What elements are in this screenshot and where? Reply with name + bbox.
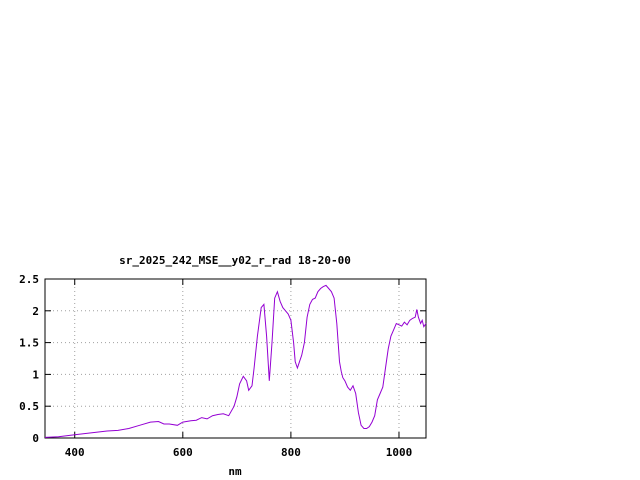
y-tick-label: 2.5	[19, 273, 39, 286]
x-tick-label: 1000	[386, 446, 413, 459]
x-axis-label: nm	[228, 465, 242, 478]
grid	[45, 279, 426, 438]
plot-frame	[44, 278, 427, 439]
y-tick-label: 1.5	[19, 337, 39, 350]
series-line	[44, 284, 427, 438]
x-tick-label: 400	[65, 446, 85, 459]
y-tick-labels: 0 0.5 1 1.5 2 2.5	[19, 273, 39, 445]
y-tick-label: 0	[32, 432, 39, 445]
x-tick-labels: 400 600 800 1000	[65, 446, 412, 459]
axis-ticks	[45, 278, 426, 439]
y-tick-label: 2	[32, 305, 39, 318]
chart-title: sr_2025_242_MSE__y02_r_rad 18-20-00	[119, 254, 351, 267]
x-tick-label: 800	[281, 446, 301, 459]
x-tick-label: 600	[173, 446, 193, 459]
y-tick-label: 0.5	[19, 400, 39, 413]
y-tick-label: 1	[32, 368, 39, 381]
